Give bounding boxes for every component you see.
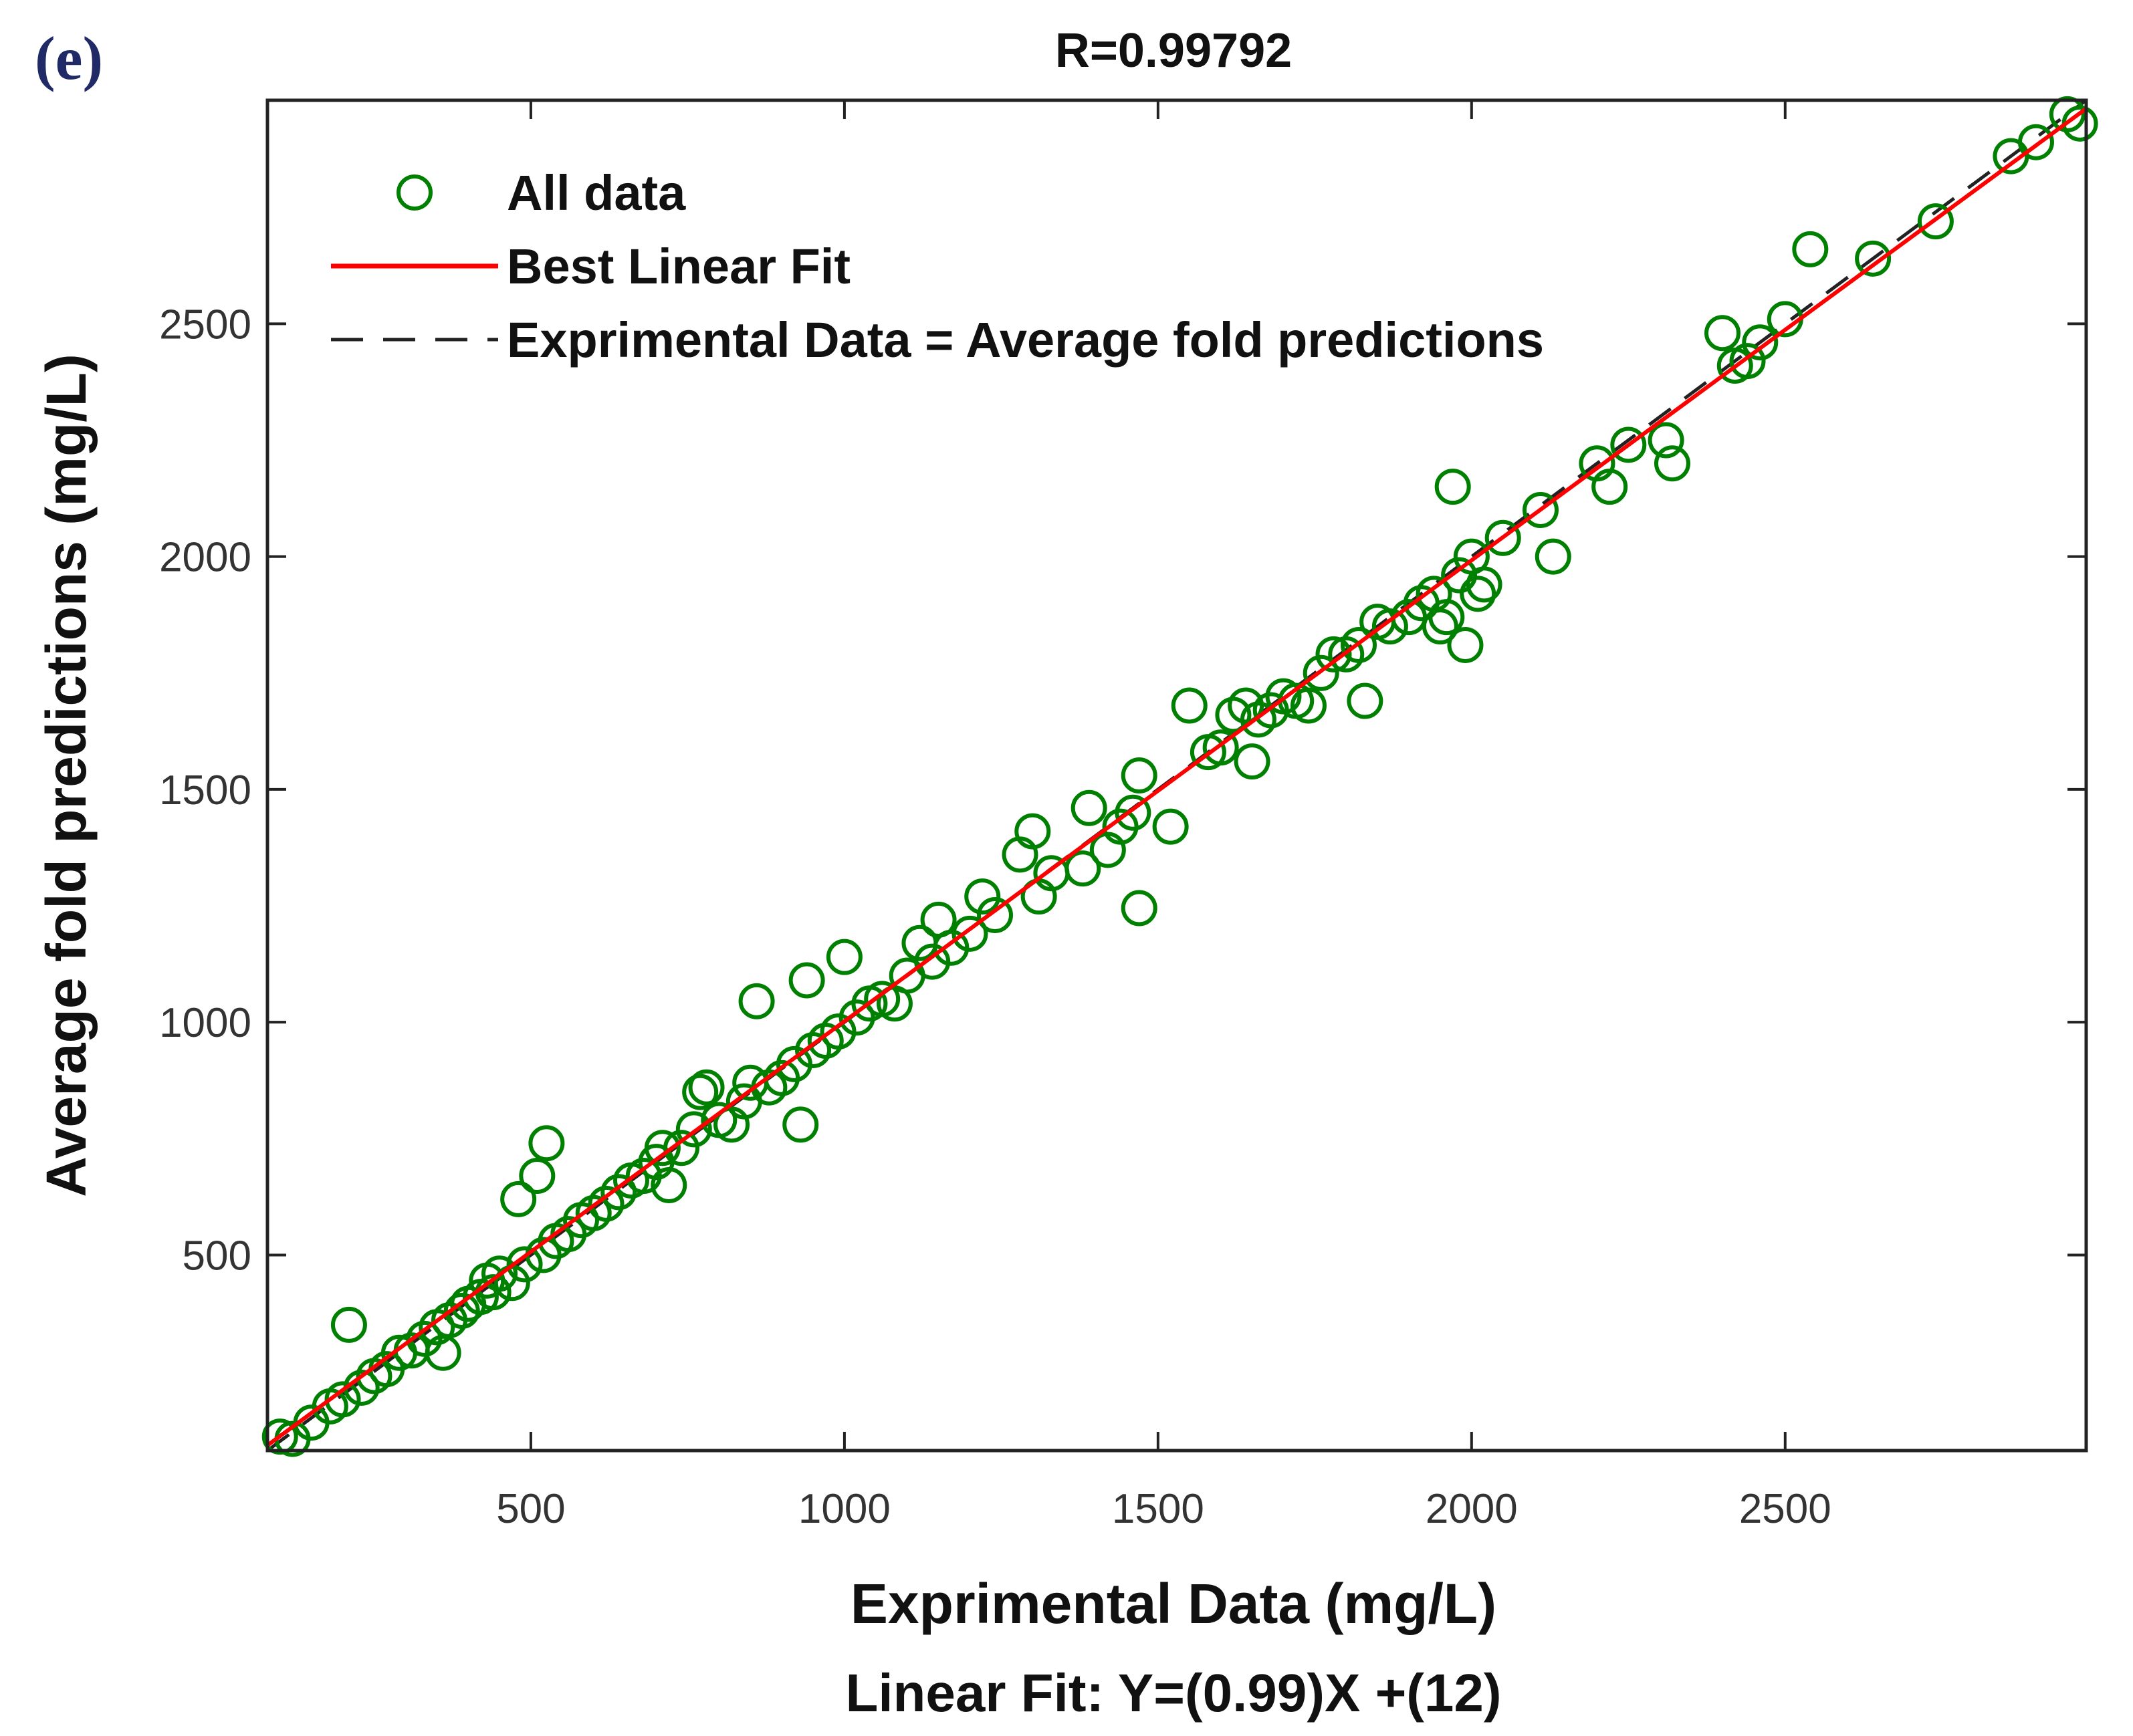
data-point-95: [1347, 683, 1383, 719]
data-point-91: [1303, 654, 1339, 691]
data-point-76: [1115, 794, 1151, 831]
data-point-117: [1704, 315, 1741, 352]
data-point-23: [506, 1246, 543, 1283]
fit-equation: Linear Fit: Y=(0.99)X +(12): [845, 1663, 1501, 1723]
y-axis-label: Average fold predictions (mg/L): [35, 354, 98, 1197]
legend: All data Best Linear Fit Exprimental Dat…: [331, 165, 1544, 368]
data-point-124: [1917, 203, 1954, 240]
legend-label-all-data: All data: [507, 165, 686, 221]
data-point-69: [1014, 813, 1051, 850]
data-point-26: [528, 1125, 565, 1162]
x-tick-label-2500: 2500: [1739, 1486, 1831, 1532]
data-point-109: [1484, 519, 1521, 556]
data-point-41: [688, 1069, 725, 1106]
data-point-22: [500, 1181, 537, 1217]
data-point-90: [1290, 687, 1327, 724]
data-point-82: [1202, 729, 1239, 766]
y-tick-label-2000: 2000: [159, 535, 251, 581]
data-point-77: [1121, 757, 1157, 793]
data-point-38: [663, 1130, 700, 1166]
identity-line: [266, 98, 2088, 1453]
data-point-116: [1654, 445, 1690, 482]
fit-lines: [266, 98, 2088, 1453]
data-point-107: [1460, 576, 1496, 612]
data-point-78: [1121, 890, 1157, 926]
y-tick-label-1000: 1000: [159, 1000, 251, 1046]
data-point-40: [682, 1074, 719, 1110]
x-tick-label-1500: 1500: [1112, 1486, 1204, 1532]
chart-title: R=0.99792: [1055, 24, 1292, 78]
data-point-79: [1152, 808, 1189, 845]
data-point-0: [261, 1418, 298, 1455]
data-point-24: [519, 1158, 556, 1195]
data-point-104: [1441, 557, 1478, 594]
data-point-111: [1535, 538, 1571, 575]
data-point-65: [951, 915, 988, 952]
x-axis-label: Exprimental Data (mg/L): [851, 1572, 1496, 1635]
legend-marker-all-data: [397, 174, 433, 211]
data-point-50: [782, 1106, 819, 1143]
y-tick-label-1500: 1500: [159, 767, 251, 814]
data-point-102: [1428, 599, 1465, 636]
data-point-97: [1371, 608, 1408, 645]
data-point-5: [330, 1306, 367, 1343]
data-point-73: [1071, 789, 1107, 826]
best-fit-line: [266, 106, 2088, 1447]
panel-label: (e): [35, 24, 103, 92]
data-point-85: [1234, 743, 1270, 780]
data-point-115: [1648, 422, 1684, 459]
data-point-101: [1422, 608, 1458, 645]
data-points: [261, 96, 2098, 1457]
data-point-110: [1523, 491, 1559, 528]
y-tick-label-2500: 2500: [159, 301, 251, 348]
data-point-120: [1742, 324, 1779, 361]
x-tick-label-500: 500: [496, 1486, 565, 1532]
data-point-31: [588, 1185, 625, 1222]
data-point-108: [1466, 566, 1502, 603]
y-tick-label-500: 500: [183, 1233, 251, 1279]
data-point-105: [1447, 626, 1484, 663]
data-point-67: [977, 896, 1013, 933]
x-tick-label-1000: 1000: [798, 1486, 891, 1532]
data-point-94: [1341, 626, 1377, 663]
data-point-122: [1792, 231, 1829, 267]
data-point-32: [600, 1174, 637, 1211]
data-point-123: [1855, 240, 1892, 277]
data-point-51: [788, 962, 825, 999]
legend-label-identity: Exprimental Data = Average fold predicti…: [507, 312, 1544, 368]
data-point-80: [1171, 687, 1208, 724]
data-point-36: [644, 1130, 681, 1166]
data-point-113: [1591, 469, 1628, 505]
data-point-39: [675, 1111, 712, 1148]
data-point-72: [1064, 850, 1101, 887]
legend-label-best-fit: Best Linear Fit: [507, 239, 851, 294]
data-point-37: [651, 1166, 687, 1203]
data-point-126: [2017, 124, 2054, 160]
data-point-119: [1729, 343, 1766, 380]
data-point-103: [1434, 469, 1471, 505]
plot-frame: [265, 98, 2088, 1453]
x-tick-label-2000: 2000: [1426, 1486, 1518, 1532]
data-point-114: [1610, 426, 1647, 463]
data-point-92: [1315, 636, 1352, 672]
data-point-55: [826, 939, 863, 975]
axis-ticks: 500 1000 1500 2000 2500 500 1000 1500 2000 2500: [159, 100, 2086, 1532]
data-point-46: [738, 983, 775, 1019]
data-point-66: [964, 878, 1001, 915]
